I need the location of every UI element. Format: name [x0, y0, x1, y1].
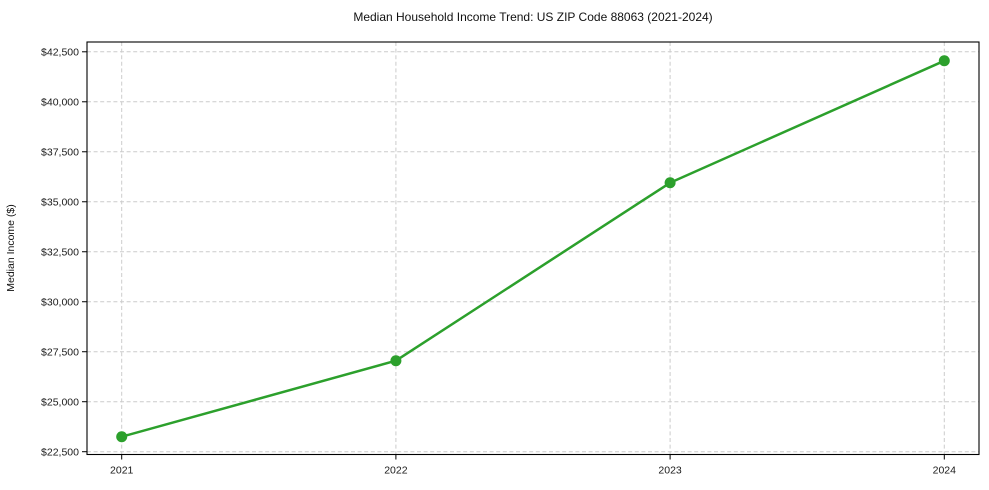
- y-tick-label: $37,500: [41, 146, 79, 158]
- x-tick-label: 2024: [933, 465, 957, 477]
- y-tick-label: $35,000: [41, 196, 79, 208]
- x-tick-label: 2021: [110, 465, 134, 477]
- x-tick-label: 2023: [658, 465, 682, 477]
- y-tick-label: $22,500: [41, 446, 79, 458]
- y-tick-label: $27,500: [41, 346, 79, 358]
- y-axis-label: Median Income ($): [5, 204, 17, 292]
- y-tick-label: $25,000: [41, 396, 79, 408]
- y-tick-label: $30,000: [41, 296, 79, 308]
- plot-area: $22,500 $25,000 $27,500 $30,000 $32,500 $35,0…: [41, 41, 980, 477]
- data-point-marker: [390, 355, 402, 367]
- y-tick-label: $40,000: [41, 96, 79, 108]
- x-tick-label: 2022: [384, 465, 408, 477]
- y-tick-label: $32,500: [41, 246, 79, 258]
- chart-title: Median Household Income Trend: US ZIP Co…: [353, 10, 712, 24]
- plot-border: [86, 41, 980, 456]
- data-point-marker: [116, 431, 128, 443]
- data-point-marker: [938, 55, 950, 67]
- y-tick-label: $42,500: [41, 46, 79, 58]
- income-trend-line: [120, 59, 946, 438]
- data-point-marker: [664, 177, 676, 189]
